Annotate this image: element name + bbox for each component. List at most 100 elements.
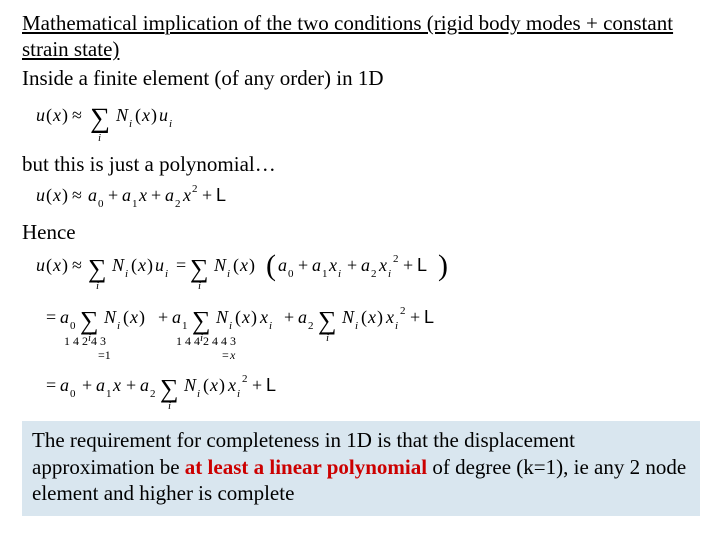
svg-text:(: (: [131, 255, 137, 276]
svg-text:x: x: [259, 307, 268, 327]
svg-text:i: i: [237, 388, 240, 400]
svg-text:(: (: [46, 105, 52, 126]
svg-text:∑: ∑: [88, 254, 107, 283]
svg-text:x: x: [241, 307, 250, 327]
svg-text:+: +: [108, 185, 118, 205]
svg-text:): ): [62, 105, 68, 126]
svg-text:i: i: [269, 320, 272, 332]
svg-text:(: (: [235, 307, 241, 328]
svg-text:N: N: [215, 307, 229, 327]
svg-text:=: =: [46, 307, 56, 327]
svg-text:∑: ∑: [318, 306, 337, 335]
svg-text:0: 0: [70, 388, 76, 400]
svg-text:x: x: [385, 307, 394, 327]
svg-text:(: (: [123, 307, 129, 328]
svg-text:(: (: [361, 307, 367, 328]
svg-text:): ): [438, 249, 448, 282]
mid-text-1: but this is just a polynomial…: [22, 151, 700, 177]
svg-text:=: =: [176, 255, 186, 275]
svg-text:i: i: [388, 268, 391, 280]
svg-text:a: a: [60, 307, 69, 327]
svg-text:i: i: [117, 320, 120, 332]
svg-text:i: i: [229, 320, 232, 332]
svg-text:a: a: [172, 307, 181, 327]
svg-text:x: x: [138, 185, 147, 205]
svg-text:+: +: [82, 375, 92, 395]
svg-text:): ): [249, 255, 255, 276]
svg-text:i: i: [165, 268, 168, 280]
svg-text:i: i: [125, 268, 128, 280]
svg-text:1: 1: [322, 268, 328, 280]
svg-text:1: 1: [182, 320, 188, 332]
svg-text:u: u: [36, 255, 45, 275]
svg-text:∑: ∑: [192, 306, 211, 335]
svg-text:(: (: [233, 255, 239, 276]
svg-text:∑: ∑: [190, 254, 209, 283]
mid-text-2: Hence: [22, 219, 700, 245]
svg-text:a: a: [96, 375, 105, 395]
svg-text:a: a: [165, 185, 174, 205]
svg-text:+: +: [126, 375, 136, 395]
svg-text:a: a: [298, 307, 307, 327]
svg-text:=1: =1: [98, 348, 111, 362]
svg-text:i: i: [197, 388, 200, 400]
svg-text:2: 2: [400, 305, 406, 317]
svg-text:2: 2: [242, 373, 248, 385]
svg-text:+: +: [158, 307, 168, 327]
svg-text:i: i: [168, 400, 171, 412]
svg-text:+: +: [298, 255, 308, 275]
svg-text:): ): [219, 375, 225, 396]
svg-text:2: 2: [393, 253, 399, 265]
svg-text:): ): [139, 307, 145, 328]
svg-text:(: (: [266, 249, 276, 282]
svg-text:i: i: [96, 280, 99, 292]
svg-text:=: =: [46, 375, 56, 395]
svg-text:a: a: [140, 375, 149, 395]
svg-text:): ): [147, 255, 153, 276]
completeness-callout: The requirement for completeness in 1D i…: [22, 421, 700, 516]
svg-text:L: L: [424, 307, 434, 327]
svg-text:i: i: [326, 332, 329, 344]
svg-text:x: x: [229, 348, 236, 362]
svg-text:+: +: [151, 185, 161, 205]
svg-text:2: 2: [175, 198, 181, 210]
svg-text:(: (: [203, 375, 209, 396]
svg-text:x: x: [378, 255, 387, 275]
svg-text:x: x: [227, 375, 236, 395]
svg-text:x: x: [141, 105, 150, 125]
svg-text:x: x: [137, 255, 146, 275]
svg-text:≈: ≈: [72, 105, 82, 125]
svg-text:0: 0: [288, 268, 294, 280]
svg-text:2: 2: [192, 183, 198, 195]
svg-text:i: i: [98, 132, 101, 143]
svg-text:): ): [251, 307, 257, 328]
svg-text:x: x: [328, 255, 337, 275]
svg-text:i: i: [129, 118, 132, 130]
svg-text:≈: ≈: [72, 185, 82, 205]
svg-text:x: x: [239, 255, 248, 275]
svg-text:2: 2: [371, 268, 377, 280]
svg-text:2: 2: [308, 320, 314, 332]
svg-text:+: +: [410, 307, 420, 327]
svg-text:+: +: [284, 307, 294, 327]
svg-text:a: a: [361, 255, 370, 275]
svg-text:x: x: [129, 307, 138, 327]
callout-emph: at least a linear polynomial: [185, 455, 427, 479]
svg-text:2: 2: [150, 388, 156, 400]
svg-text:i: i: [169, 118, 172, 130]
svg-text:(: (: [46, 185, 52, 206]
svg-text:u: u: [159, 105, 168, 125]
formula-1: u ( x ) ≈ ∑ i N i ( x ) u i: [22, 97, 700, 143]
subheading: Inside a finite element (of any order) i…: [22, 65, 700, 91]
svg-text:N: N: [183, 375, 197, 395]
svg-text:i: i: [395, 320, 398, 332]
svg-text:): ): [377, 307, 383, 328]
svg-text:a: a: [122, 185, 131, 205]
svg-text:a: a: [60, 375, 69, 395]
svg-text:+: +: [202, 185, 212, 205]
svg-text:i: i: [355, 320, 358, 332]
svg-text:): ): [62, 255, 68, 276]
svg-text:1 4 4 2 4 4 3: 1 4 4 2 4 4 3: [176, 334, 236, 348]
svg-text:x: x: [209, 375, 218, 395]
svg-text:x: x: [112, 375, 121, 395]
